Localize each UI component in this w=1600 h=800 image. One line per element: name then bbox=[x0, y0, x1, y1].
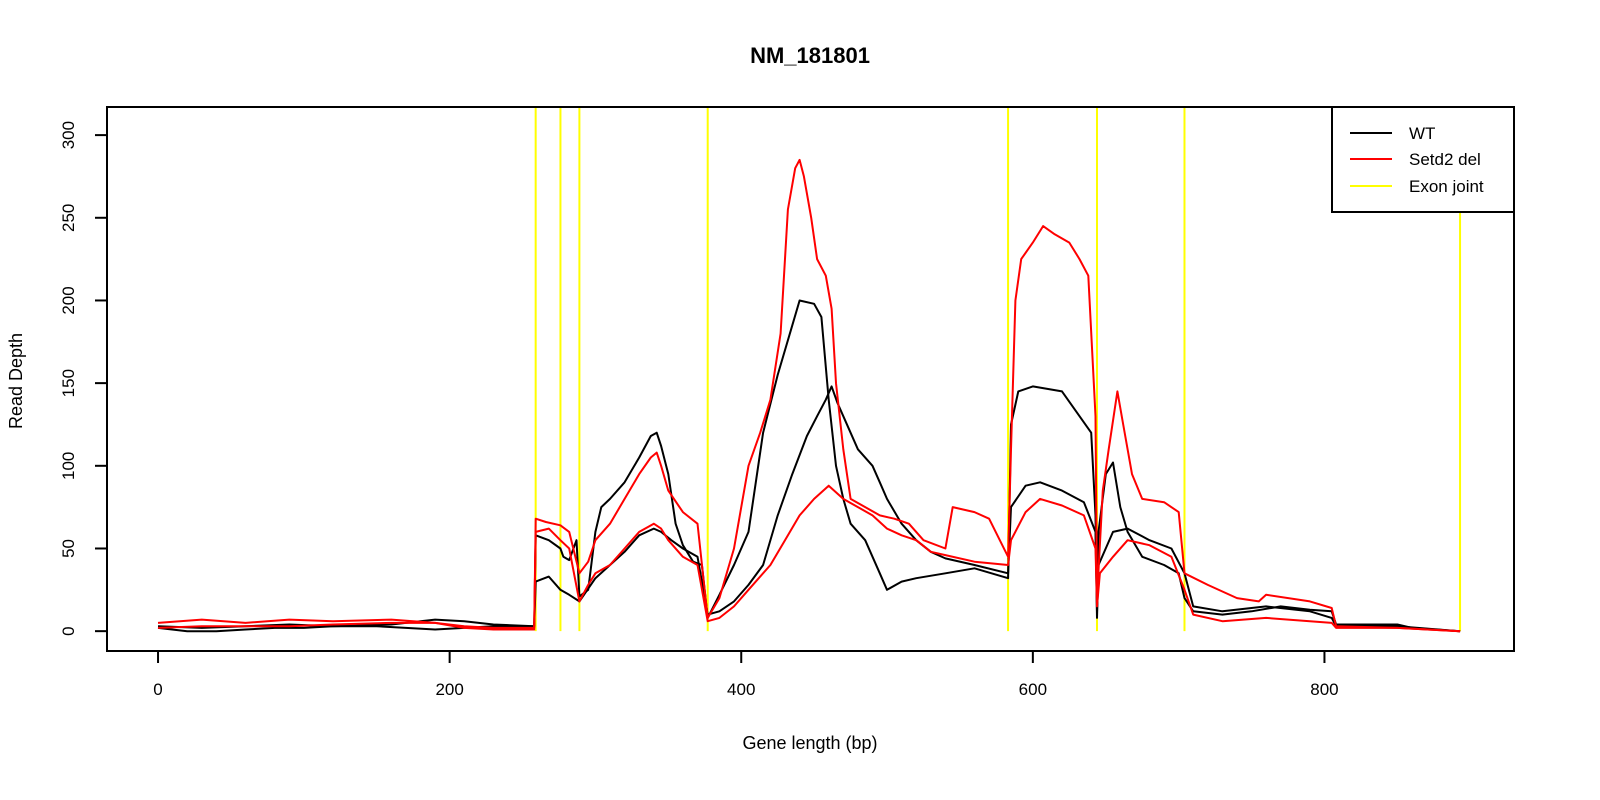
y-tick-label-0: 0 bbox=[59, 626, 78, 635]
y-tick-label-300: 300 bbox=[59, 121, 78, 149]
y-tick-label-200: 200 bbox=[59, 286, 78, 314]
legend-label-setd2-del: Setd2 del bbox=[1409, 150, 1481, 169]
y-axis: 0 50 100 150 200 250 300 bbox=[59, 121, 107, 636]
x-tick-label-0: 0 bbox=[153, 680, 162, 699]
legend: WT Setd2 del Exon joint bbox=[1331, 106, 1515, 213]
x-tick-label-200: 200 bbox=[435, 680, 463, 699]
series-line-1 bbox=[157, 385, 1461, 633]
x-axis-label: Gene length (bp) bbox=[742, 733, 877, 753]
plot-frame bbox=[106, 106, 1515, 652]
y-axis-label: Read Depth bbox=[6, 333, 26, 429]
series-line-0 bbox=[157, 299, 1461, 633]
legend-label-exon-joint: Exon joint bbox=[1409, 177, 1484, 196]
exon-joint-lines bbox=[534, 107, 1462, 632]
y-tick-label-250: 250 bbox=[59, 204, 78, 232]
series-line-3 bbox=[157, 484, 1461, 633]
series-line-2 bbox=[157, 158, 1461, 633]
x-tick-label-400: 400 bbox=[727, 680, 755, 699]
x-tick-label-800: 800 bbox=[1310, 680, 1338, 699]
chart-title: NM_181801 bbox=[750, 43, 870, 68]
legend-label-wt: WT bbox=[1409, 124, 1435, 143]
y-tick-label-100: 100 bbox=[59, 452, 78, 480]
x-tick-label-600: 600 bbox=[1019, 680, 1047, 699]
y-tick-label-50: 50 bbox=[59, 539, 78, 558]
y-tick-label-150: 150 bbox=[59, 369, 78, 397]
series-lines bbox=[157, 158, 1461, 633]
x-axis: 0 200 400 600 800 bbox=[153, 650, 1339, 699]
